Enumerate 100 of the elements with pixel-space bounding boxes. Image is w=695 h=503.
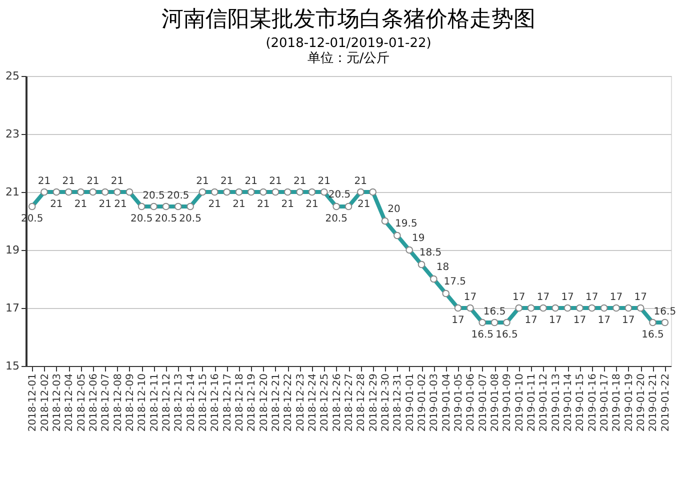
y-tick-label: 15: [6, 360, 20, 372]
chart-subtitle: (2018-12-01/2019-01-22): [266, 36, 432, 51]
x-tick-label: 2019-01-05: [454, 374, 465, 432]
x-tick-label: 2019-01-01: [404, 374, 416, 432]
data-label: 17: [598, 315, 610, 326]
data-label: 17: [610, 292, 623, 303]
x-tick-label: 2018-12-25: [320, 374, 331, 432]
data-label: 18: [436, 262, 450, 273]
x-tick-label: 2018-12-17: [222, 374, 234, 432]
x-tick-label: 2018-12-12: [161, 374, 172, 432]
x-tick-label: 2018-12-18: [234, 374, 246, 432]
data-label: 21: [208, 199, 221, 210]
x-tick-label: 2018-12-26: [332, 374, 343, 432]
x-tick-label: 2018-12-05: [76, 374, 88, 432]
data-label: 21: [318, 176, 331, 187]
x-tick-label: 2019-01-04: [441, 374, 452, 432]
x-tick-label: 2019-01-20: [636, 374, 648, 432]
x-tick-label: 2019-01-02: [417, 374, 428, 432]
data-label: 21: [306, 199, 318, 210]
data-label: 21: [293, 176, 306, 187]
x-tick-label: 2018-12-19: [246, 374, 258, 432]
x-tick-label: 2019-01-08: [490, 374, 502, 432]
x-tick-label: 2019-01-14: [563, 374, 574, 432]
x-tick-label: 2018-12-20: [258, 374, 270, 432]
x-tick-label: 2018-12-06: [88, 374, 100, 432]
x-tick-label: 2018-12-23: [295, 374, 306, 432]
data-label: 21: [98, 199, 112, 210]
x-tick-label: 2019-01-16: [587, 374, 598, 432]
data-label: 17.5: [444, 276, 466, 288]
data-label: 21: [196, 176, 209, 187]
data-label: 20.5: [166, 190, 190, 202]
x-tick-label: 2018-12-16: [210, 374, 222, 432]
x-tick-label: 2019-01-11: [526, 374, 538, 432]
data-label: 16.5: [483, 306, 506, 318]
data-label: 17: [561, 292, 574, 303]
data-label: 21: [281, 199, 294, 210]
data-label: 21: [256, 199, 270, 210]
data-label: 21: [220, 176, 234, 187]
data-label: 17: [622, 315, 635, 326]
y-tick-label: 23: [6, 128, 20, 140]
data-label: 21: [74, 199, 88, 210]
data-label: 21: [86, 176, 100, 187]
x-tick-label: 2019-01-18: [612, 374, 623, 432]
data-label: 17: [512, 292, 526, 303]
x-tick-label: 2019-01-07: [478, 374, 489, 432]
data-label: 21: [114, 199, 127, 210]
x-tick-label: 2018-12-04: [64, 374, 76, 432]
data-label: 17: [573, 315, 586, 326]
x-tick-label: 2019-01-21: [648, 374, 660, 432]
data-label: 20: [388, 204, 400, 215]
data-label: 21: [244, 176, 258, 187]
data-label: 17: [464, 292, 477, 303]
x-tick-label: 2018-12-31: [392, 374, 404, 432]
y-tick-label: 19: [6, 244, 20, 256]
x-tick-label: 2018-12-09: [124, 374, 136, 432]
x-tick-label: 2018-12-13: [174, 374, 185, 432]
x-tick-label: 2018-12-15: [198, 374, 209, 432]
data-label: 20.5: [328, 190, 351, 200]
x-tick-label: 2018-12-08: [112, 374, 124, 432]
x-tick-label: 2018-12-14: [186, 374, 197, 432]
data-label: 20.5: [154, 214, 178, 224]
data-label: 16.5: [496, 330, 518, 340]
x-tick-label: 2018-12-02: [40, 374, 51, 432]
x-tick-label: 2018-12-11: [149, 374, 160, 432]
data-label: 21: [232, 199, 246, 210]
data-label: 21: [354, 176, 368, 187]
data-label: 17: [549, 315, 562, 326]
data-label: 17: [524, 315, 538, 326]
data-label: 20.5: [325, 214, 348, 224]
x-tick-label: 2019-01-19: [624, 374, 635, 432]
data-label: 19.5: [395, 218, 418, 230]
data-label: 19: [412, 233, 425, 244]
x-tick-label: 2019-01-10: [514, 374, 526, 432]
x-tick-label: 2018-12-07: [100, 374, 112, 432]
y-tick-label: 17: [6, 302, 20, 314]
x-tick-label: 2018-12-22: [283, 374, 294, 432]
data-label: 21: [62, 176, 75, 187]
data-label: 17: [586, 292, 598, 303]
data-label: 21: [269, 176, 282, 187]
data-label: 20.5: [179, 214, 202, 224]
x-tick-label: 2019-01-09: [502, 374, 514, 432]
x-tick-label: 2018-12-28: [356, 374, 368, 432]
x-tick-label: 2019-01-17: [600, 374, 611, 432]
data-label: 17: [452, 315, 464, 326]
x-tick-label: 2018-12-01: [28, 374, 39, 432]
data-label: 16.5: [471, 330, 494, 340]
x-tick-label: 2019-01-03: [429, 374, 440, 432]
y-tick-label: 21: [6, 186, 20, 198]
data-label: 16.5: [654, 306, 676, 318]
data-label: 16.5: [642, 330, 664, 340]
data-label: 20.5: [142, 190, 165, 202]
x-tick-label: 2018-12-21: [270, 374, 282, 432]
x-tick-label: 2018-12-03: [52, 374, 63, 432]
x-tick-label: 2018-12-29: [368, 374, 380, 432]
data-label: 21: [50, 199, 63, 210]
x-tick-label: 2019-01-12: [538, 374, 550, 432]
data-label: 21: [357, 199, 370, 210]
x-tick-label: 2018-12-27: [344, 374, 355, 432]
data-label: 21: [110, 176, 124, 187]
x-tick-label: 2019-01-15: [575, 374, 586, 432]
